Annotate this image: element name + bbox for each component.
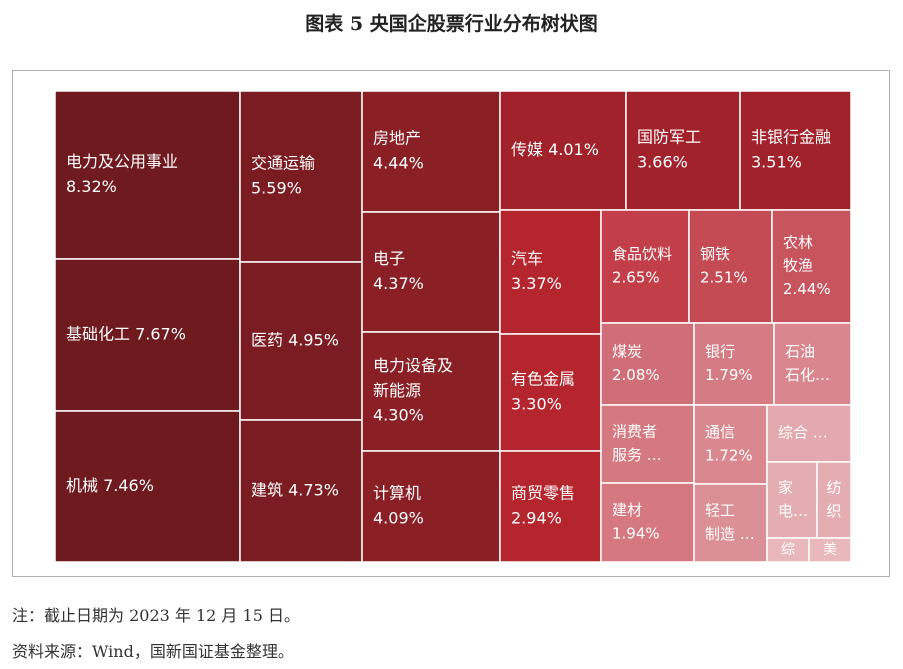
tile-8-label: 新能源 bbox=[373, 381, 421, 400]
tile-25-label: 建材 bbox=[612, 501, 642, 519]
tile-17-label: 2.51% bbox=[700, 268, 748, 286]
tile-3-label: 交通运输 bbox=[251, 154, 315, 173]
tile-30-label: 美 bbox=[823, 542, 837, 558]
tile-16-rect bbox=[600, 209, 690, 324]
tile-17-rect bbox=[688, 209, 773, 324]
tile-6-label: 4.44% bbox=[373, 153, 424, 172]
tile-0-label: 8.32% bbox=[66, 177, 117, 196]
tile-21-label: 石化… bbox=[785, 366, 830, 384]
tile-18-label: 农林 bbox=[783, 233, 813, 251]
tile-10-rect bbox=[499, 90, 627, 211]
tile-19-rect bbox=[600, 322, 695, 406]
tile-10-label: 传媒 4.01% bbox=[511, 140, 599, 159]
tile-23-label: 1.72% bbox=[705, 446, 753, 464]
tile-14-rect bbox=[499, 333, 602, 452]
tile-22-label: 消费者 bbox=[612, 423, 657, 441]
tile-6-label: 房地产 bbox=[373, 129, 421, 148]
source-note: 资料来源：Wind，国新国证基金整理。 bbox=[12, 642, 294, 661]
tile-24-label: 综合 … bbox=[778, 424, 828, 442]
tile-11-rect bbox=[625, 90, 741, 211]
chart-frame: 电力及公用事业 8.32% 基础化工 7.67% 机械 7.46% 交通运输 5.59% 医… bbox=[12, 70, 890, 577]
tile-12-rect bbox=[739, 90, 852, 211]
tile-14-label: 有色金属 bbox=[511, 370, 575, 389]
tile-4-label: 医药 4.95% bbox=[251, 330, 339, 349]
tile-14-label: 3.30% bbox=[511, 394, 562, 413]
tile-4-rect bbox=[239, 261, 363, 421]
tile-15-rect bbox=[499, 450, 602, 563]
tile-3-rect bbox=[239, 90, 363, 263]
tile-22-rect bbox=[600, 404, 695, 484]
tile-13-label: 3.37% bbox=[511, 274, 562, 293]
tile-3-label: 5.59% bbox=[251, 178, 302, 197]
tile-26-label: 制造 … bbox=[705, 525, 755, 543]
tile-8-label: 电力设备及 bbox=[373, 356, 453, 375]
tile-26-label: 轻工 bbox=[705, 502, 735, 520]
tile-0-label: 电力及公用事业 bbox=[66, 152, 178, 171]
tile-11-label: 国防军工 bbox=[637, 128, 701, 147]
tile-13-rect bbox=[499, 209, 602, 335]
tile-28-rect bbox=[816, 461, 852, 539]
tile-16-label: 2.65% bbox=[612, 268, 660, 286]
tile-30-rect bbox=[808, 537, 852, 563]
tile-27-label: 电… bbox=[778, 502, 808, 520]
tile-9-label: 4.09% bbox=[373, 508, 424, 527]
tile-5-label: 建筑 4.73% bbox=[251, 480, 339, 499]
tile-19-label: 煤炭 bbox=[612, 343, 642, 361]
tile-22-label: 服务 … bbox=[612, 446, 662, 464]
tile-17-label: 钢铁 bbox=[700, 245, 730, 263]
tile-7-label: 电子 bbox=[373, 249, 405, 268]
chart-title: 图表 5 央国企股票行业分布树状图 bbox=[305, 13, 598, 35]
tile-1-label: 基础化工 7.67% bbox=[66, 324, 186, 343]
tile-23-rect bbox=[693, 404, 768, 485]
tile-9-label: 计算机 bbox=[373, 484, 421, 503]
tile-2-rect bbox=[54, 410, 241, 563]
tile-26-rect bbox=[693, 483, 768, 563]
tile-19-label: 2.08% bbox=[612, 366, 660, 384]
tile-24-rect bbox=[766, 404, 852, 463]
tile-27-rect bbox=[766, 461, 818, 539]
tile-18-label: 2.44% bbox=[783, 280, 831, 298]
tile-27-label: 家 bbox=[778, 479, 793, 497]
tile-13-label: 汽车 bbox=[511, 249, 543, 268]
tile-23-label: 通信 bbox=[705, 423, 735, 441]
tile-7-label: 4.37% bbox=[373, 274, 424, 293]
tile-1-rect bbox=[54, 258, 241, 412]
tile-29-rect bbox=[766, 537, 810, 563]
tile-0-rect bbox=[54, 90, 241, 260]
tile-2-label: 机械 7.46% bbox=[66, 476, 154, 495]
date-note: 注：截止日期为 2023 年 12 月 15 日。 bbox=[12, 606, 300, 625]
tile-7-rect bbox=[361, 211, 501, 333]
tile-28-label: 纺 bbox=[826, 479, 841, 497]
tile-5-rect bbox=[239, 419, 363, 563]
tile-12-label: 3.51% bbox=[751, 152, 802, 171]
tile-20-label: 银行 bbox=[705, 343, 735, 361]
tile-25-label: 1.94% bbox=[612, 524, 660, 542]
tile-15-label: 2.94% bbox=[511, 508, 562, 527]
tile-25-rect bbox=[600, 482, 695, 563]
treemap-chart: 电力及公用事业 8.32% 基础化工 7.67% 机械 7.46% 交通运输 5.59% 医… bbox=[54, 90, 852, 563]
tile-8-label: 4.30% bbox=[373, 406, 424, 425]
tile-8-rect bbox=[361, 331, 501, 452]
tile-29-label: 综 bbox=[781, 542, 795, 558]
tile-11-label: 3.66% bbox=[637, 152, 688, 171]
tile-15-label: 商贸零售 bbox=[511, 484, 575, 503]
tile-20-label: 1.79% bbox=[705, 366, 753, 384]
tile-16-label: 食品饮料 bbox=[612, 245, 672, 263]
tile-6-rect bbox=[361, 90, 501, 213]
tile-18-label: 牧渔 bbox=[783, 257, 813, 275]
tile-21-label: 石油 bbox=[785, 343, 815, 361]
tile-28-label: 织 bbox=[826, 502, 841, 520]
tile-12-label: 非银行金融 bbox=[751, 128, 831, 147]
tile-21-rect bbox=[773, 322, 852, 406]
tile-9-rect bbox=[361, 450, 501, 563]
tile-20-rect bbox=[693, 322, 775, 406]
